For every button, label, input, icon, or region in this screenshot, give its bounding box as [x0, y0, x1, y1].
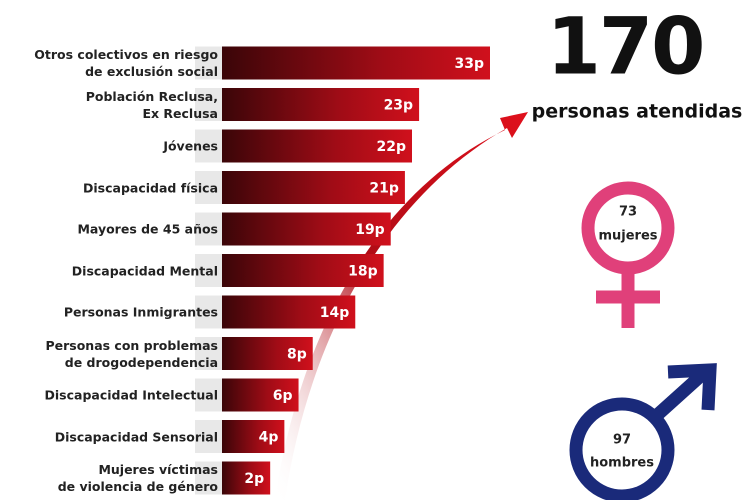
value-label: 14p	[320, 305, 350, 321]
women-label: mujeres	[598, 229, 657, 244]
value-label: 22p	[376, 139, 406, 155]
value-label: 2p	[244, 471, 264, 487]
row-band	[195, 337, 225, 370]
total-label: personas atendidas	[532, 101, 743, 123]
row-band	[195, 88, 225, 121]
row-band	[195, 295, 225, 329]
value-label: 21p	[369, 181, 399, 197]
category-label: Mujeres víctimas de violencia de género	[57, 462, 218, 494]
category-label: Personas Inmigrantes	[63, 304, 218, 320]
bar	[222, 378, 299, 412]
men-number: 97	[613, 433, 631, 448]
category-label: Discapacidad física	[83, 180, 218, 195]
row-band	[195, 461, 225, 495]
value-label: 8p	[287, 347, 307, 363]
category-label: Otros colectivos en riesgo de exclusión …	[34, 47, 218, 79]
bar	[222, 337, 313, 370]
bar	[222, 129, 412, 163]
bar	[222, 420, 285, 453]
category-label: Mayores de 45 años	[77, 221, 218, 237]
male-symbol	[569, 363, 717, 500]
value-label: 23p	[384, 98, 414, 114]
category-label: Personas con problemas de drogodependenc…	[45, 337, 218, 370]
value-label: 33p	[454, 56, 484, 72]
men-label: hombres	[590, 456, 654, 471]
category-label: Población Reclusa, Ex Reclusa	[85, 88, 218, 121]
category-label: Discapacidad Sensorial	[54, 429, 218, 444]
value-label: 6p	[273, 388, 293, 404]
female-symbol	[581, 181, 675, 328]
category-label: Discapacidad Mental	[71, 263, 218, 278]
bar	[222, 461, 271, 495]
women-number: 73	[619, 205, 637, 220]
row-band	[195, 254, 225, 287]
row-band	[195, 171, 225, 204]
value-label: 19p	[355, 222, 385, 238]
bar	[222, 254, 384, 287]
category-label: Jóvenes	[163, 138, 218, 154]
row-band	[195, 129, 225, 163]
row-band	[195, 420, 225, 453]
bar	[222, 46, 490, 80]
row-band	[195, 212, 225, 246]
bar	[222, 171, 405, 204]
bar	[222, 212, 391, 246]
bar	[222, 88, 420, 121]
row-band	[195, 46, 225, 80]
category-label: Discapacidad Intelectual	[44, 387, 218, 403]
total-number: 170	[547, 2, 704, 92]
value-label: 18p	[348, 264, 378, 280]
bar	[222, 295, 356, 329]
row-band	[195, 378, 225, 412]
value-label: 4p	[259, 430, 279, 446]
